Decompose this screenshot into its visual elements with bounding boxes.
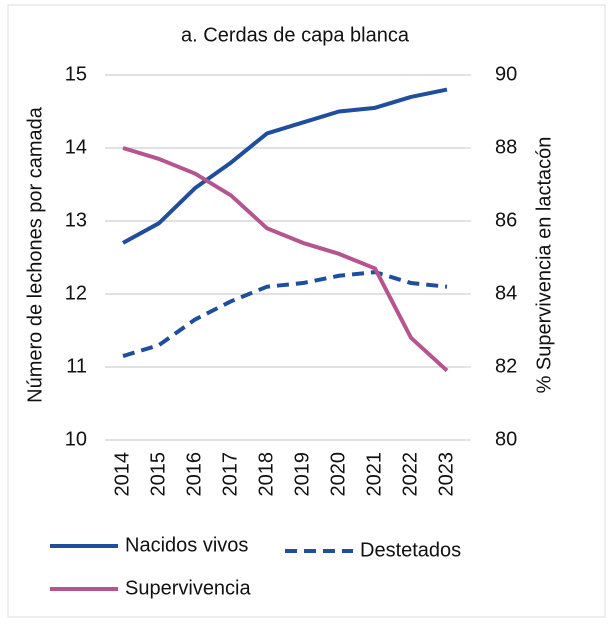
x-tick-label: 2017: [219, 452, 241, 497]
y2-tick-label: 84: [495, 282, 517, 304]
x-tick-label: 2015: [147, 452, 169, 497]
y-tick-label: 11: [66, 355, 87, 377]
y-tick-label: 10: [65, 428, 87, 450]
x-tick-label: 2020: [327, 452, 349, 497]
y2-tick-label: 88: [495, 136, 517, 158]
legend-label: Destetados: [360, 539, 461, 561]
series-line: [122, 87, 448, 245]
y2-tick-label: 90: [495, 63, 517, 85]
x-tick-label: 2019: [291, 452, 313, 497]
y-tick-label: 15: [65, 63, 87, 85]
y-tick-label: 12: [65, 282, 87, 304]
y2-axis-title: % Supervivencia en lactacón: [533, 137, 555, 394]
y2-tick-label: 82: [495, 355, 517, 377]
x-tick-label: 2016: [183, 452, 205, 497]
chart-title: a. Cerdas de capa blanca: [181, 24, 410, 46]
x-tick-label: 2022: [399, 452, 421, 497]
x-tick-label: 2021: [363, 452, 385, 497]
y-tick-label: 14: [65, 136, 87, 158]
x-tick-label: 2014: [111, 452, 133, 497]
y-axis-title: Número de lechones por camada: [24, 106, 46, 403]
x-tick-label: 2018: [255, 452, 277, 497]
series-line: [122, 146, 449, 373]
y-tick-label: 13: [65, 209, 87, 231]
legend-label: Supervivencia: [125, 577, 252, 599]
x-tick-label: 2023: [435, 452, 457, 497]
frame: [7, 4, 606, 618]
y2-tick-label: 86: [495, 209, 517, 231]
legend-label: Nacidos vivos: [125, 534, 248, 556]
y2-tick-label: 80: [495, 428, 517, 450]
series-line: [122, 270, 448, 358]
